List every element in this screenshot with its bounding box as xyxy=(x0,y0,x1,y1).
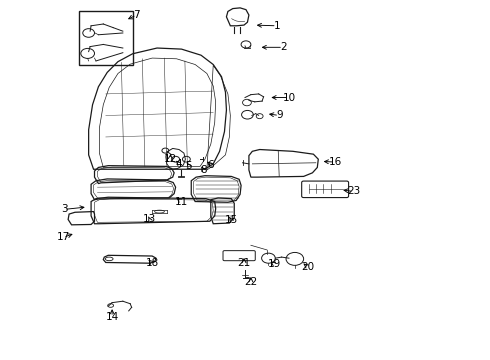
Text: 17: 17 xyxy=(57,232,70,242)
Text: 14: 14 xyxy=(105,312,119,322)
Text: 13: 13 xyxy=(143,215,156,224)
Text: 11: 11 xyxy=(175,197,188,207)
Text: 7: 7 xyxy=(133,10,140,20)
Text: 15: 15 xyxy=(225,215,238,225)
Text: 20: 20 xyxy=(301,262,314,272)
Text: 19: 19 xyxy=(268,259,281,269)
Text: 4: 4 xyxy=(176,159,182,169)
Text: 1: 1 xyxy=(273,21,280,31)
Text: 8: 8 xyxy=(200,165,207,175)
Text: 22: 22 xyxy=(244,277,257,287)
Text: 6: 6 xyxy=(207,160,214,170)
Text: 23: 23 xyxy=(347,186,360,197)
Text: 18: 18 xyxy=(146,258,159,268)
Text: 16: 16 xyxy=(329,157,342,167)
Text: 12: 12 xyxy=(164,154,177,164)
Text: 10: 10 xyxy=(282,93,295,103)
Text: 21: 21 xyxy=(237,258,251,268)
Text: 3: 3 xyxy=(61,204,68,215)
Text: 5: 5 xyxy=(186,161,192,171)
Text: 9: 9 xyxy=(276,111,283,121)
Text: 2: 2 xyxy=(280,42,287,52)
